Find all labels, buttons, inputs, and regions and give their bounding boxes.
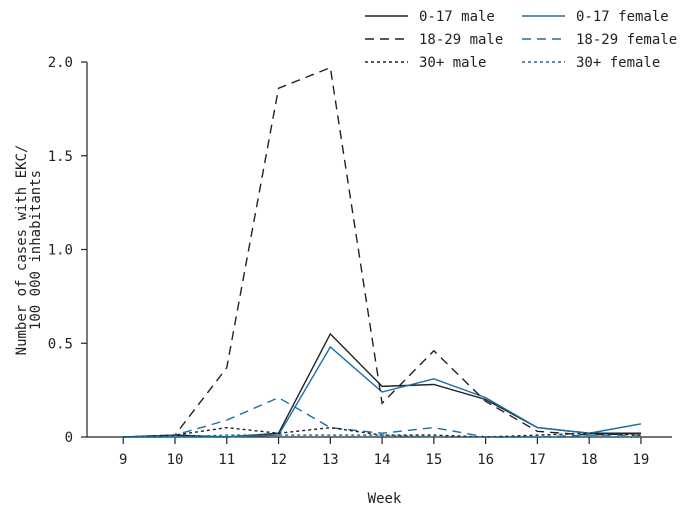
- x-tick-label: 19: [633, 452, 650, 468]
- legend-label: 30+ female: [576, 55, 660, 71]
- series-line-30-female: [123, 434, 641, 438]
- series-lines: [123, 66, 642, 438]
- x-tick-label: 15: [425, 452, 442, 468]
- x-tick-label: 9: [119, 452, 127, 468]
- series-line-0-17-female: [123, 345, 642, 438]
- series-line-18-29-male: [123, 66, 641, 438]
- x-tick-label: 14: [374, 452, 391, 468]
- y-axis-title: Number of cases with EKC/100 000 inhabit…: [14, 145, 44, 356]
- x-tick-label: 12: [270, 452, 287, 468]
- y-tick-label: 0.5: [48, 336, 73, 352]
- legend-label: 0-17 female: [576, 9, 669, 25]
- legend-label: 0-17 male: [419, 9, 495, 25]
- y-tick-label: 1.5: [48, 149, 73, 165]
- x-tick-label: 10: [167, 452, 184, 468]
- x-tick-label: 16: [477, 452, 494, 468]
- x-tick-label: 18: [581, 452, 598, 468]
- x-tick-label: 11: [218, 452, 235, 468]
- legend: 0-17 male 0-17 female 18-29 male 18-29 fema…: [365, 9, 677, 71]
- legend-label: 30+ male: [419, 55, 486, 71]
- x-tick-label: 17: [529, 452, 546, 468]
- x-axis-title: Week: [368, 491, 402, 507]
- y-tick-label: 2.0: [48, 55, 73, 71]
- x-tick-label: 13: [322, 452, 339, 468]
- axes: 0 0.5 1.0 1.5 2.0 9 10 11 12 13 14 15 16 17 18 19 Week Nu…: [14, 55, 672, 507]
- y-tick-label: 0: [65, 430, 73, 446]
- series-line-0-17-male: [123, 332, 641, 438]
- legend-label: 18-29 male: [419, 32, 503, 48]
- legend-label: 18-29 female: [576, 32, 677, 48]
- series-line-18-29-female: [123, 396, 641, 438]
- y-tick-label: 1.0: [48, 243, 73, 259]
